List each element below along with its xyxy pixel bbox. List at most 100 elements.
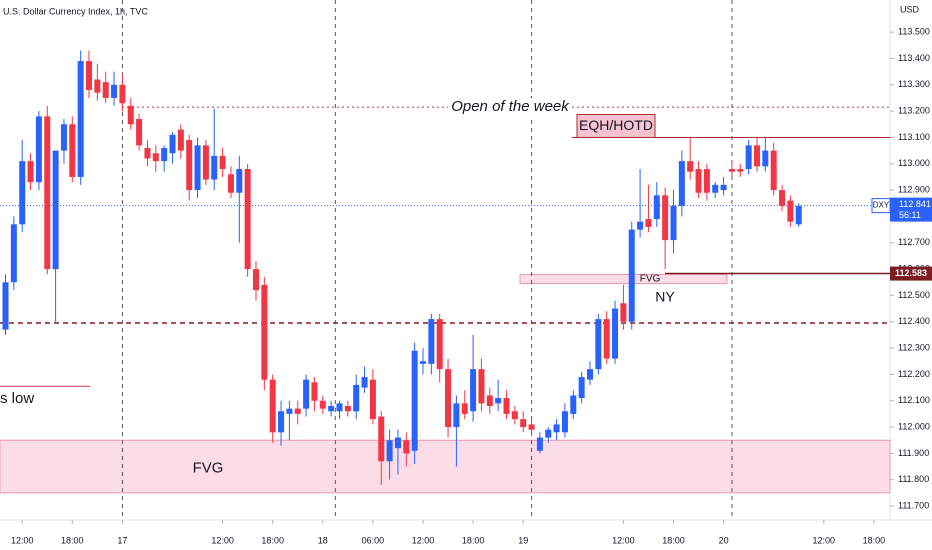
y-tick-label: 111.800 xyxy=(898,474,929,484)
candle-body xyxy=(578,377,585,399)
x-tick-label: 19 xyxy=(518,535,528,545)
x-tick-label: 12:00 xyxy=(211,535,234,545)
candle-body xyxy=(186,140,193,191)
candle-body xyxy=(678,161,685,206)
candle-body xyxy=(703,169,710,193)
x-tick-label: 18:00 xyxy=(863,535,886,545)
candle-body xyxy=(2,282,9,330)
candle-body xyxy=(478,369,485,404)
candle-body xyxy=(394,437,401,449)
candle-body xyxy=(111,84,118,98)
fvg-label: FVG xyxy=(193,460,224,477)
candle-body xyxy=(745,145,752,170)
x-tick-label: 06:00 xyxy=(362,535,385,545)
candle-body xyxy=(495,398,502,404)
candle-body xyxy=(528,424,535,430)
candle-body xyxy=(219,155,226,170)
candle-body xyxy=(202,145,209,180)
candle-body xyxy=(369,379,376,420)
candle-body xyxy=(553,424,560,433)
candle-body xyxy=(795,205,802,225)
candle-body xyxy=(511,411,518,420)
candle-body xyxy=(227,174,234,193)
candle-body xyxy=(294,408,301,414)
candle-body xyxy=(336,403,343,412)
x-tick-label: 18:00 xyxy=(462,535,485,545)
candle-body xyxy=(60,124,67,151)
candle-body xyxy=(545,429,552,438)
candle-body xyxy=(595,319,602,370)
fvg-zone xyxy=(519,273,728,285)
candle-body xyxy=(645,219,652,227)
prior-low-label: s low xyxy=(0,390,34,407)
candle-body xyxy=(762,150,769,167)
candle-body xyxy=(628,229,635,322)
y-tick-label: 112.000 xyxy=(898,421,930,431)
candle-body xyxy=(737,169,744,172)
candle-body xyxy=(695,169,702,193)
candle-body xyxy=(687,161,694,172)
candle-body xyxy=(269,379,276,433)
y-tick-label: 113.200 xyxy=(898,105,930,115)
x-tick-label: 12:00 xyxy=(412,535,435,545)
candle-body xyxy=(19,161,26,225)
x-tick-label: 20 xyxy=(719,535,729,545)
candle-body xyxy=(612,308,619,359)
session-label: NY xyxy=(655,288,675,304)
candle-body xyxy=(344,405,351,412)
candle-body xyxy=(637,221,644,230)
candle-body xyxy=(620,303,627,322)
candle-body xyxy=(236,169,243,193)
candle-body xyxy=(211,155,218,180)
marked-level-tag xyxy=(890,266,932,281)
candle-body xyxy=(787,200,794,222)
y-tick-label: 113.000 xyxy=(898,158,930,168)
candle-body xyxy=(411,350,418,451)
candle-body xyxy=(152,153,159,162)
candle-body xyxy=(586,369,593,380)
chart-title: U.S. Dollar Currency Index, 1h, TVC xyxy=(3,6,148,16)
marked-level-tag-label: 112.583 xyxy=(895,268,927,278)
candle-body xyxy=(94,79,101,93)
candle-body xyxy=(419,361,426,364)
candle-body xyxy=(662,195,669,241)
candle-body xyxy=(603,319,610,359)
candle-body xyxy=(328,405,335,412)
open-week-bg xyxy=(448,98,572,117)
candle-body xyxy=(194,145,201,191)
candle-body xyxy=(303,379,310,409)
candle-body xyxy=(144,147,151,159)
candle-body xyxy=(728,169,735,172)
candle-body xyxy=(503,398,510,414)
symbol-tag-label: DXY xyxy=(873,201,890,210)
candle-body xyxy=(161,147,168,162)
candle-body xyxy=(403,440,410,454)
y-tick-label: 112.500 xyxy=(898,290,930,300)
x-tick-label: 18:00 xyxy=(662,535,685,545)
x-tick-label: 18:00 xyxy=(61,535,84,545)
x-tick-label: 12:00 xyxy=(813,535,836,545)
candle-body xyxy=(278,411,285,433)
candle-body xyxy=(102,82,109,98)
y-tick-label: 111.700 xyxy=(898,500,929,510)
y-tick-label: 113.100 xyxy=(898,132,930,142)
y-tick-label: 112.400 xyxy=(898,316,930,326)
eqh-label: EQH/HOTD xyxy=(579,117,653,133)
y-tick-label: 112.700 xyxy=(898,237,930,247)
candle-body xyxy=(69,124,76,177)
candle-body xyxy=(486,395,493,406)
x-tick-label: 18 xyxy=(318,535,328,545)
candle-body xyxy=(770,150,777,191)
candle-body xyxy=(86,61,93,91)
candle-body xyxy=(445,369,452,428)
candle-body xyxy=(453,403,460,428)
candle-body xyxy=(10,224,17,283)
candle-body xyxy=(77,61,84,177)
y-tick-label: 112.200 xyxy=(898,369,930,379)
candle-body xyxy=(653,195,660,220)
fvg-label: FVG xyxy=(640,274,661,285)
eqh-box xyxy=(576,113,656,138)
candle-body xyxy=(286,408,293,414)
y-tick-label: 112.900 xyxy=(898,184,930,194)
